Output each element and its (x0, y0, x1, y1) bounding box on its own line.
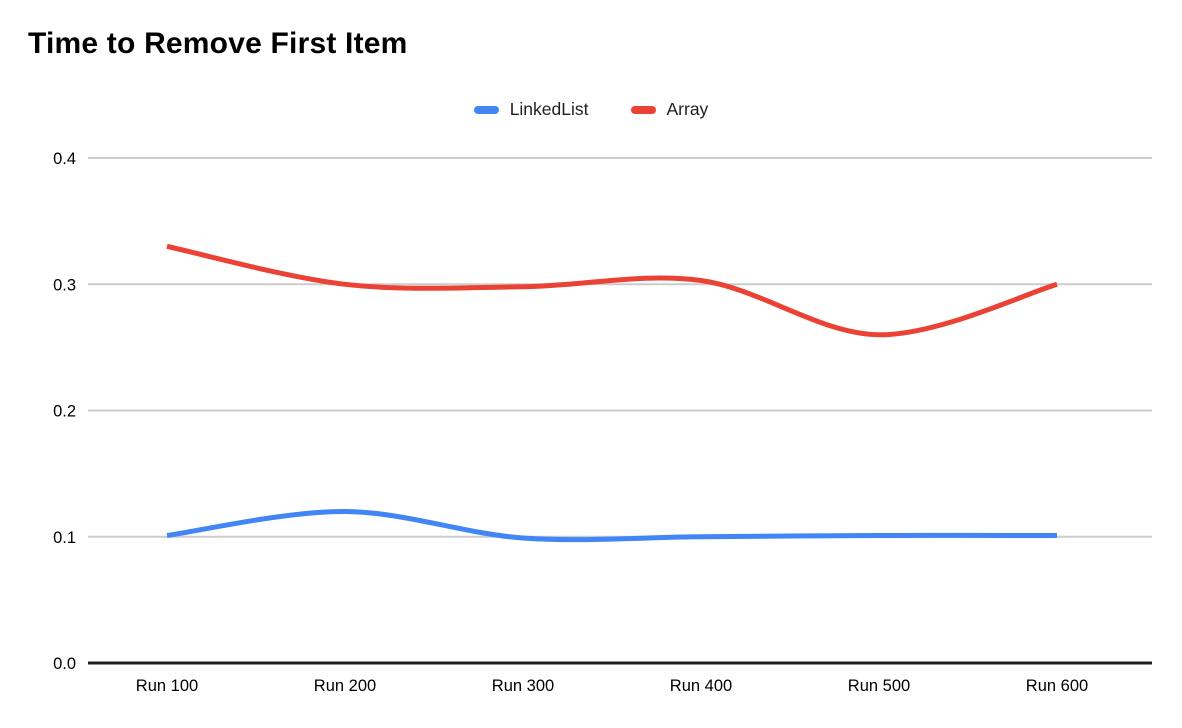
array-series-swatch-icon (630, 105, 656, 114)
y-tick-label: 0.2 (53, 403, 76, 421)
legend-item-linkedlist: LinkedList (473, 99, 589, 120)
legend-label-array: Array (666, 99, 709, 119)
y-tick-label: 0.0 (53, 655, 76, 673)
legend-label-linkedlist: LinkedList (509, 99, 589, 119)
x-tick-label: Run 200 (314, 677, 376, 695)
x-tick-label: Run 500 (848, 677, 910, 695)
legend-item-array: Array (630, 99, 709, 120)
chart-legend: LinkedList Array (0, 99, 1182, 120)
series-line-array (166, 243, 1058, 338)
x-tick-label: Run 400 (670, 677, 732, 695)
chart-title: Time to Remove First Item (28, 27, 408, 60)
x-tick-label: Run 100 (136, 677, 198, 695)
y-tick-label: 0.4 (53, 150, 76, 168)
x-tick-label: Run 600 (1026, 677, 1088, 695)
series-line-linkedlist (166, 508, 1058, 543)
y-tick-label: 0.3 (53, 276, 76, 294)
linkedlist-series-swatch-icon (473, 105, 499, 114)
x-tick-label: Run 300 (492, 677, 554, 695)
y-tick-label: 0.1 (53, 529, 76, 547)
